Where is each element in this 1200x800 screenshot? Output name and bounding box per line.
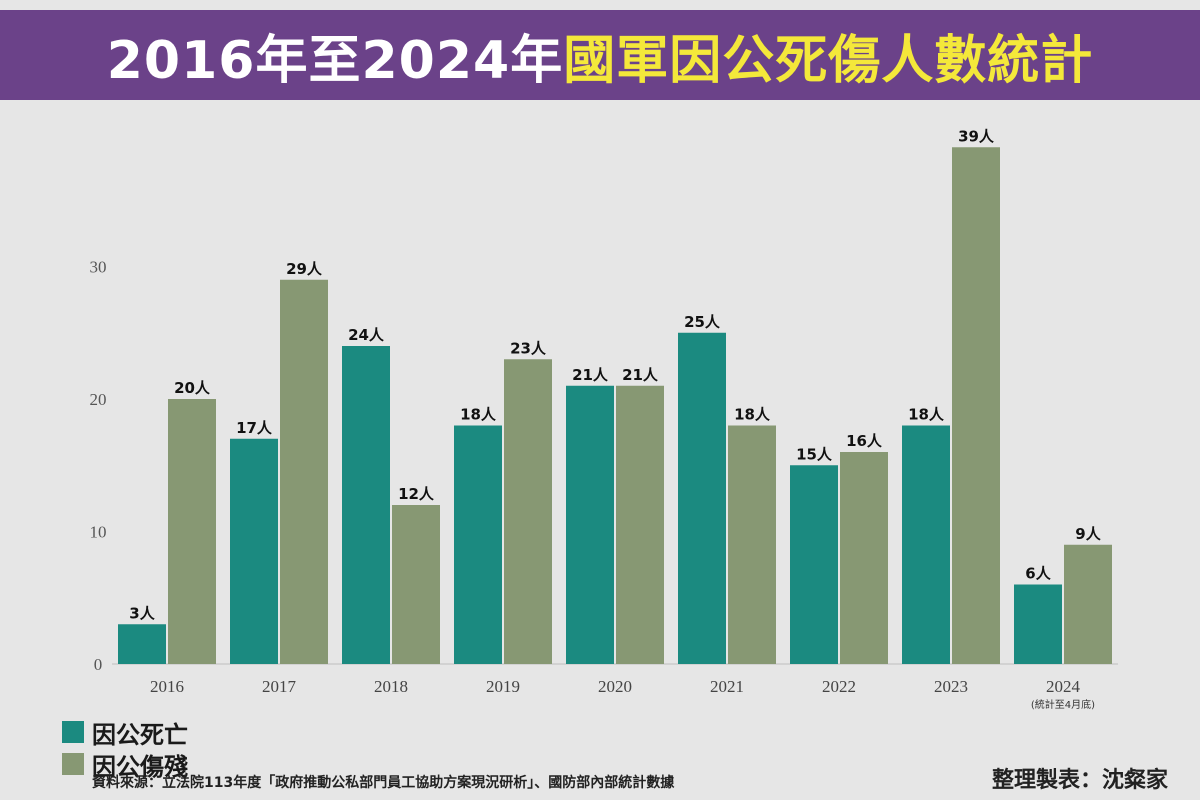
bar-deaths-2017 — [230, 438, 278, 664]
x-tick-note: (統計至4月底) — [1031, 698, 1095, 711]
x-tick-label: 2016 — [150, 677, 184, 696]
x-tick-label: 2020 — [598, 677, 632, 696]
legend-label-deaths: 因公死亡 — [92, 720, 188, 749]
data-label: 3人 — [129, 604, 155, 622]
bar-disabilities-2020 — [616, 385, 664, 664]
source-note: 資料來源：立法院113年度「政府推動公私部門員工協助方案現況研析」、國防部內部統… — [92, 775, 675, 791]
legend-swatch-disabilities — [62, 753, 84, 775]
data-label: 6人 — [1025, 565, 1051, 583]
bar-disabilities-2018 — [392, 505, 440, 664]
x-tick-label: 2021 — [710, 677, 744, 696]
bar-deaths-2020 — [566, 385, 614, 664]
legend-item-deaths: 因公死亡 — [62, 716, 188, 749]
x-tick-label: 2017 — [262, 677, 297, 696]
bar-deaths-2016 — [118, 624, 166, 664]
data-label: 18人 — [908, 406, 945, 424]
y-tick-label: 20 — [90, 390, 107, 409]
bar-disabilities-2016 — [168, 399, 216, 664]
data-label: 23人 — [510, 339, 547, 357]
data-label: 15人 — [796, 445, 833, 463]
bar-deaths-2022 — [790, 465, 838, 664]
data-label: 20人 — [174, 379, 211, 397]
data-label: 29人 — [286, 260, 323, 278]
data-label: 25人 — [684, 313, 721, 331]
legend-label-disabilities: 因公傷殘 — [92, 752, 188, 781]
chart-title-years: 2016年至2024年 — [106, 30, 564, 91]
data-label: 21人 — [572, 366, 609, 384]
bar-disabilities-2024 — [1064, 544, 1112, 664]
y-tick-label: 0 — [94, 655, 103, 674]
chart-title-subject: 國軍因公死傷人數統計 — [563, 30, 1094, 91]
credit-note: 整理製表：沈粲家 — [991, 768, 1168, 793]
bar-disabilities-2023 — [952, 147, 1000, 664]
bar-deaths-2021 — [678, 332, 726, 664]
bar-deaths-2023 — [902, 425, 950, 664]
y-tick-label: 10 — [90, 523, 107, 542]
bar-disabilities-2022 — [840, 452, 888, 664]
y-tick-label: 30 — [90, 258, 107, 277]
x-tick-label: 2023 — [934, 677, 968, 696]
data-label: 9人 — [1075, 525, 1101, 543]
data-label: 24人 — [348, 326, 385, 344]
bar-disabilities-2017 — [280, 279, 328, 664]
bar-disabilities-2019 — [504, 359, 552, 664]
title-banner: 2016年至2024年 國軍因公死傷人數統計 — [0, 10, 1200, 100]
x-tick-label: 2022 — [822, 677, 856, 696]
legend-item-disabilities: 因公傷殘 — [62, 748, 188, 781]
x-tick-label: 2019 — [486, 677, 520, 696]
data-label: 16人 — [846, 432, 883, 450]
data-label: 18人 — [460, 406, 497, 424]
x-tick-label: 2024 — [1046, 677, 1081, 696]
bar-deaths-2019 — [454, 425, 502, 664]
data-label: 18人 — [734, 406, 771, 424]
data-label: 21人 — [622, 366, 659, 384]
legend: 因公死亡 因公傷殘 — [62, 716, 188, 781]
bar-deaths-2018 — [342, 346, 390, 664]
bar-deaths-2024 — [1014, 584, 1062, 664]
legend-swatch-deaths — [62, 721, 84, 743]
bar-disabilities-2021 — [728, 425, 776, 664]
data-label: 12人 — [398, 485, 435, 503]
data-label: 39人 — [958, 127, 995, 145]
x-tick-label: 2018 — [374, 677, 408, 696]
data-label: 17人 — [236, 419, 273, 437]
